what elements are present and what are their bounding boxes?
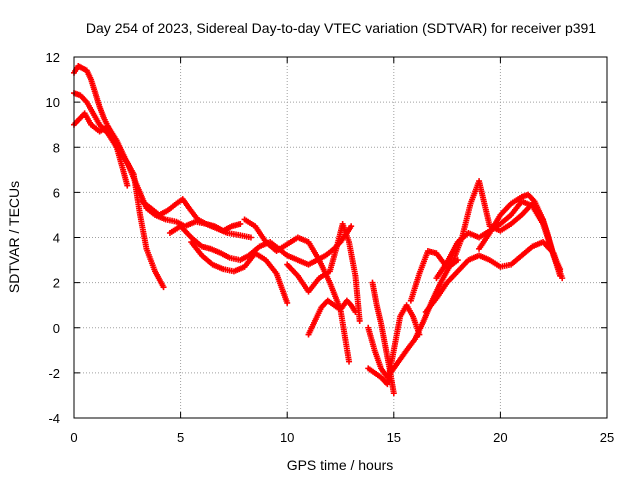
series-sat-l [365,302,423,388]
data-point [284,299,291,306]
data-point [348,223,355,230]
y-tick-label: 0 [53,321,60,336]
axis-ticks: 0 5 10 15 20 25 -4 -2 0 2 4 6 8 10 12 [46,50,615,445]
series-sat-f [188,239,291,306]
x-tick-label: 15 [387,430,401,445]
y-tick-label: -2 [48,366,60,381]
y-axis-label: SDTVAR / TECUs [6,181,22,293]
y-tick-label: 8 [53,140,60,155]
series-sat-i [305,297,359,338]
data-point [559,275,566,282]
data-point [346,358,353,365]
data-point [124,182,131,189]
x-tick-label: 25 [600,430,614,445]
data-point [352,308,359,315]
series-sat-g [241,216,353,365]
data-point [557,266,564,273]
y-tick-label: 2 [53,276,60,291]
chart-title: Day 254 of 2023, Sidereal Day-to-day VTE… [86,20,596,36]
y-tick-label: 4 [53,231,60,246]
data-point [247,234,254,241]
gridlines [74,57,607,418]
y-tick-label: 6 [53,185,60,200]
series-sat-d [139,196,244,234]
series-sat-o [433,198,566,282]
series-sat-a [71,110,167,291]
x-tick-label: 10 [280,430,294,445]
y-tick-label: -4 [48,411,60,426]
x-tick-label: 5 [177,430,184,445]
data-points [71,63,566,397]
data-point [416,331,423,338]
data-point [237,220,244,227]
x-axis-label: GPS time / hours [287,457,394,473]
data-point [356,317,363,324]
data-point [160,284,167,291]
data-point [390,390,397,397]
x-tick-label: 0 [70,430,77,445]
y-tick-label: 12 [46,50,60,65]
series-sat-h [284,220,363,324]
series-sat-c [71,90,254,241]
y-tick-label: 10 [46,95,60,110]
series-sat-p [476,191,564,273]
x-tick-label: 20 [493,430,507,445]
